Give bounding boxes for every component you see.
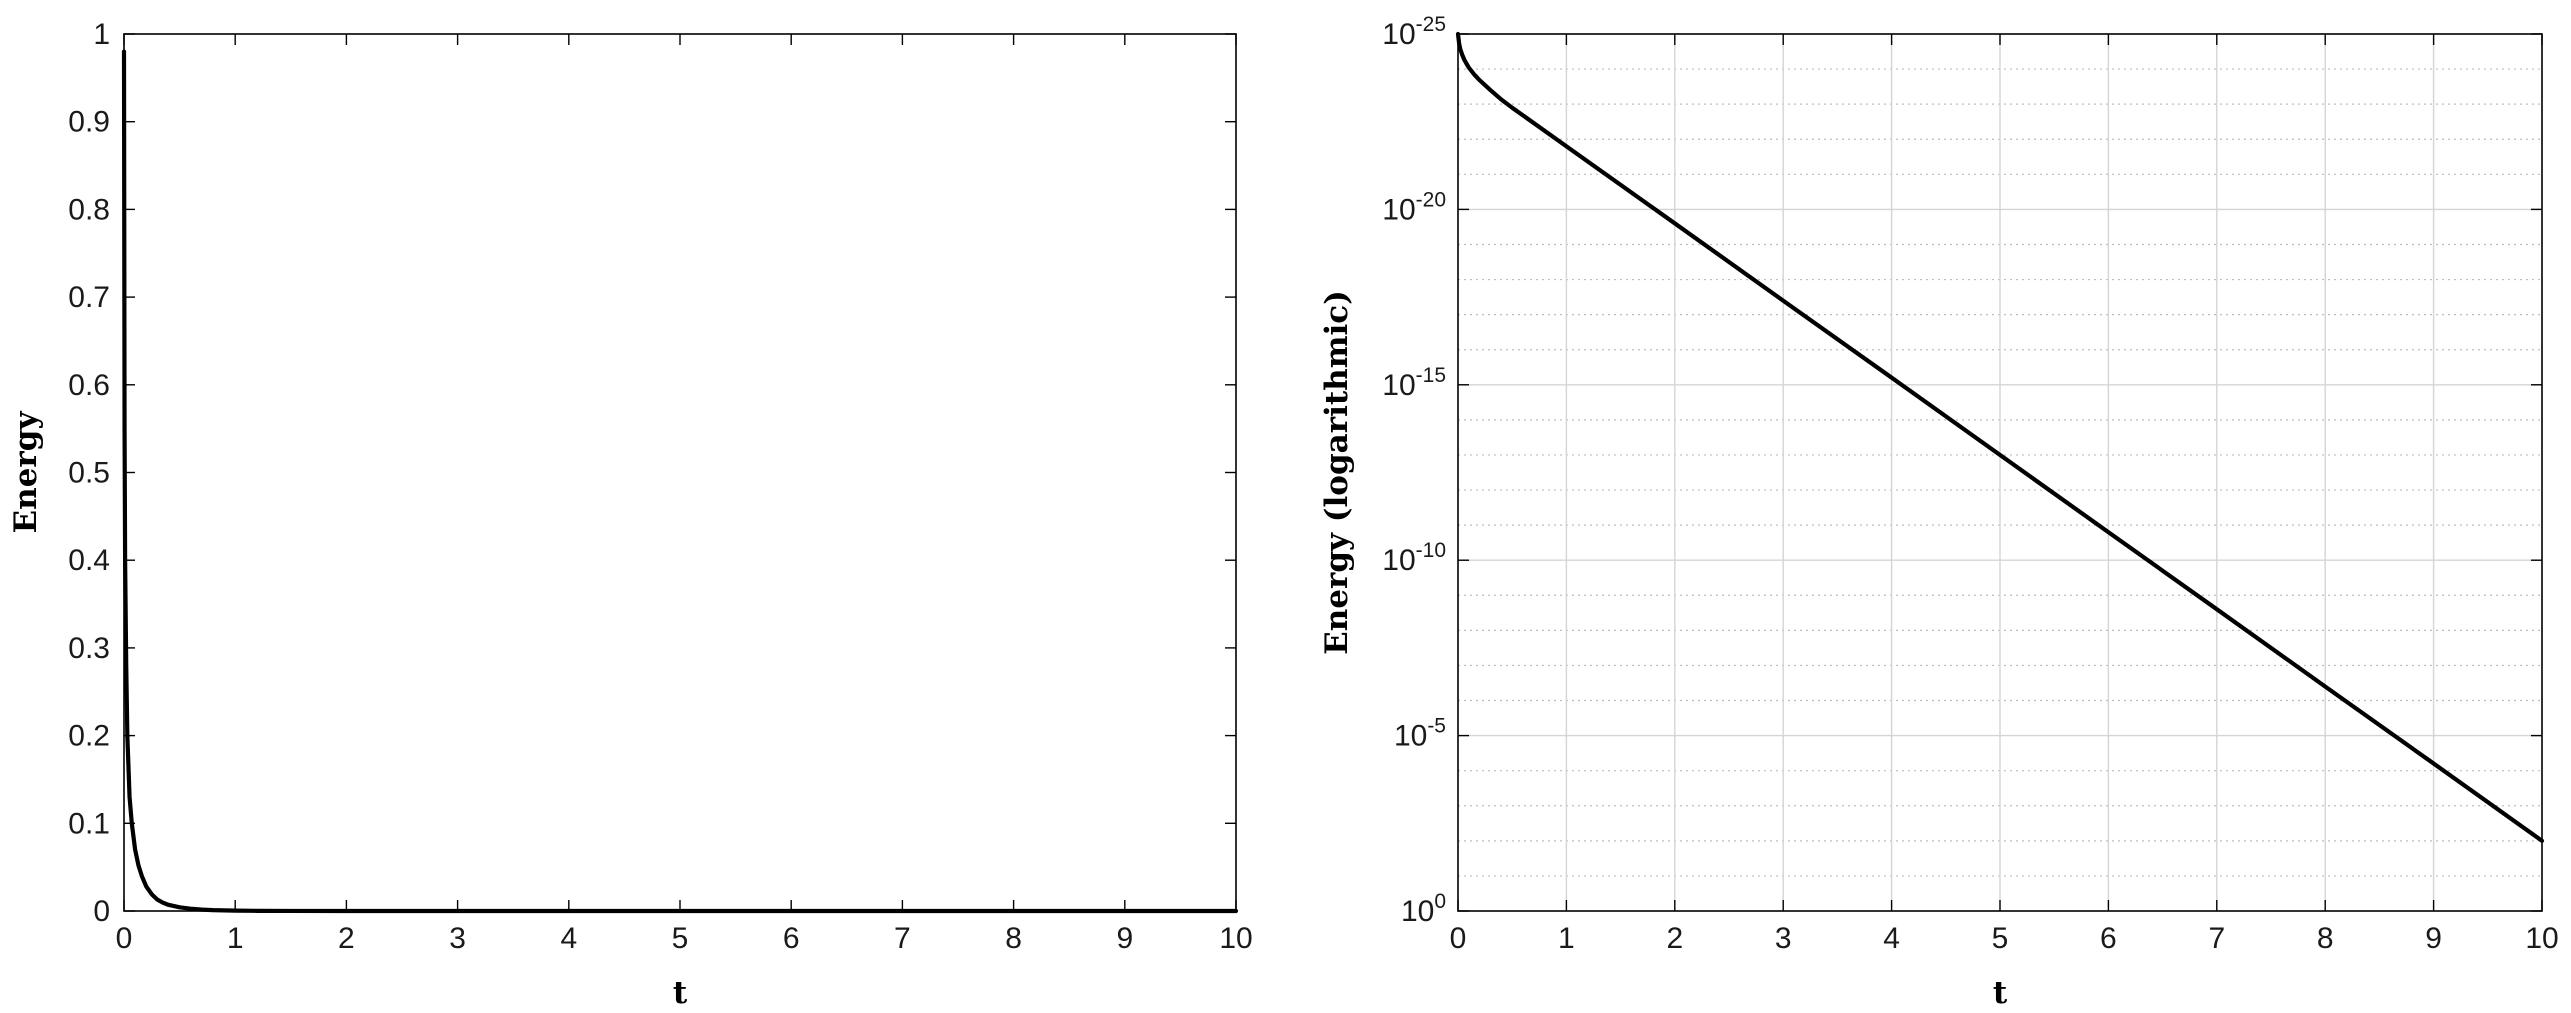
y-tick-label: 0 [93, 895, 110, 928]
y-tick-label: 10-5 [1394, 715, 1446, 753]
axes-box [1457, 33, 2543, 912]
y-axis-ticks: 0 0.1 0.2 0.3 0.4 0.5 0.6 0.7 0.8 0.9 1 [68, 18, 1236, 928]
y-tick-label: 0.7 [68, 281, 110, 314]
y-axis-label: Energy (logarithmic) [1319, 290, 1355, 655]
energy-series-line [1455, 31, 2545, 843]
y-tick-label: 10-25 [1382, 13, 1446, 51]
y-tick-label: 0.9 [68, 106, 110, 139]
plot-area [124, 34, 1236, 911]
y-tick-label: 0.6 [68, 369, 110, 402]
x-tick-label: 0 [1450, 922, 1467, 955]
x-tick-label: 3 [1775, 922, 1792, 955]
x-tick-label: 10 [1219, 922, 1252, 955]
log-energy-chart: 0 1 2 3 4 5 6 7 8 9 10 100 10-5 10-10 10-15 10-20 10-25… [1319, 13, 2559, 1011]
y-tick-label: 0.5 [68, 457, 110, 490]
x-tick-label: 0 [116, 922, 133, 955]
y-axis-label: Energy [8, 411, 44, 534]
y-tick-label: 0.2 [68, 720, 110, 753]
x-tick-label: 9 [1116, 922, 1133, 955]
y-axis-ticks: 100 10-5 10-10 10-15 10-20 10-25 [1382, 13, 2542, 928]
x-axis-label: t [1993, 975, 2008, 1011]
x-tick-label: 1 [227, 922, 244, 955]
y-tick-label: 10-10 [1382, 539, 1446, 577]
x-tick-label: 2 [338, 922, 355, 955]
x-tick-label: 4 [1883, 922, 1900, 955]
series-layer [1455, 31, 2545, 843]
y-tick-label: 0.8 [68, 193, 110, 226]
x-tick-label: 3 [449, 922, 466, 955]
y-tick-label: 0.4 [68, 544, 110, 577]
y-tick-label: 0.3 [68, 632, 110, 665]
x-tick-label: 9 [2425, 922, 2442, 955]
x-tick-label: 5 [672, 922, 689, 955]
y-tick-label: 100 [1401, 890, 1446, 928]
x-tick-label: 2 [1666, 922, 1683, 955]
x-tick-label: 5 [1992, 922, 2009, 955]
x-axis-label: t [673, 975, 688, 1011]
x-tick-label: 8 [2317, 922, 2334, 955]
y-tick-label: 1 [93, 18, 110, 51]
x-axis-ticks: 0 1 2 3 4 5 6 7 8 9 10 [1450, 34, 2559, 955]
linear-energy-chart: 0 1 2 3 4 5 6 7 8 9 10 0 0.1 0.2 0.3 0.4 0.5 0.6 0.7 0.8 0.… [8, 18, 1253, 1011]
axes-box [123, 33, 1237, 912]
x-tick-label: 8 [1005, 922, 1022, 955]
x-axis-ticks: 0 1 2 3 4 5 6 7 8 9 10 [116, 34, 1253, 955]
y-tick-label: 0.1 [68, 807, 110, 840]
x-tick-label: 10 [2525, 922, 2558, 955]
x-tick-label: 1 [1558, 922, 1575, 955]
y-tick-label: 10-15 [1382, 364, 1446, 402]
x-tick-label: 7 [894, 922, 911, 955]
x-tick-label: 7 [2208, 922, 2225, 955]
y-tick-label: 10-20 [1382, 188, 1446, 226]
x-tick-label: 4 [560, 922, 577, 955]
x-tick-label: 6 [2100, 922, 2117, 955]
x-tick-label: 6 [783, 922, 800, 955]
